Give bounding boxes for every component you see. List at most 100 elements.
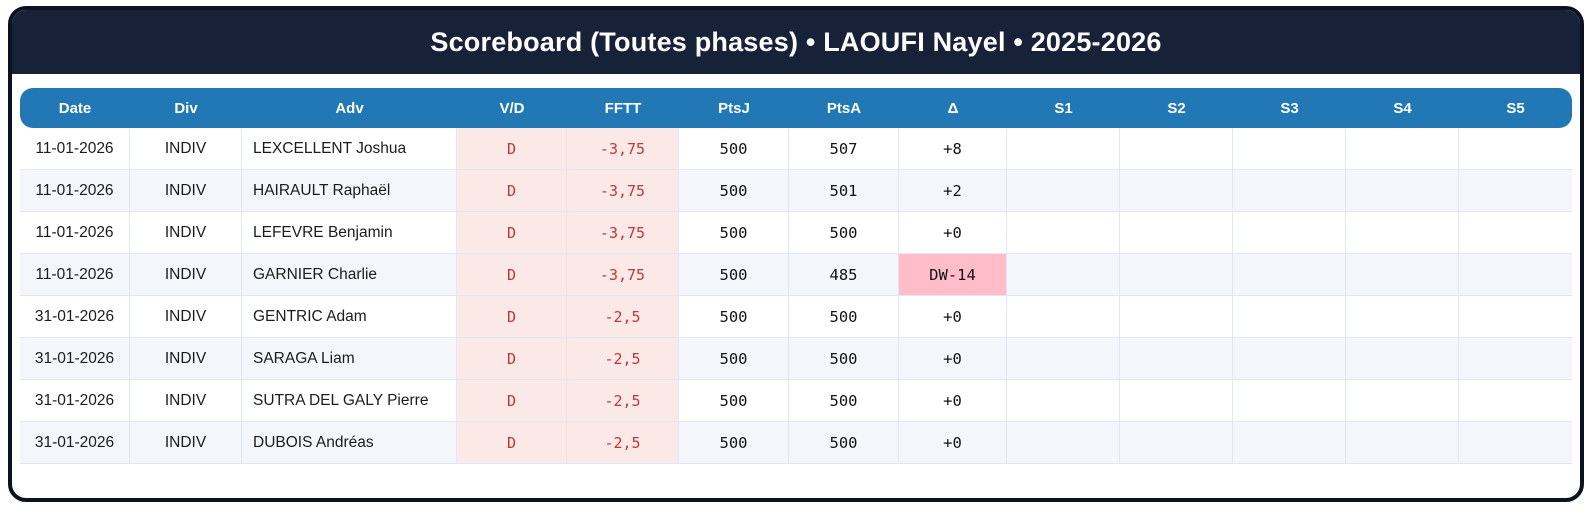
set1-cell — [1007, 380, 1120, 422]
date-cell: 31-01-2026 — [20, 422, 130, 464]
score-table: Date Div Adv V/D FFTT PtsJ PtsA Δ S1 S2 … — [20, 88, 1572, 464]
set2-cell — [1120, 422, 1233, 464]
ptsj-cell: 500 — [679, 128, 789, 170]
set2-cell — [1120, 338, 1233, 380]
set4-cell — [1346, 254, 1459, 296]
date-cell: 11-01-2026 — [20, 170, 130, 212]
date-cell: 11-01-2026 — [20, 128, 130, 170]
ptsa-cell: 507 — [789, 128, 899, 170]
col-header-adv: Adv — [242, 88, 457, 128]
table-row: 31-01-2026 INDIV SARAGA Liam D -2,5 500 … — [20, 338, 1572, 380]
set4-cell — [1346, 380, 1459, 422]
set5-cell — [1459, 338, 1572, 380]
fftt-cell: -2,5 — [567, 422, 679, 464]
set3-cell — [1233, 170, 1346, 212]
set5-cell — [1459, 128, 1572, 170]
page-title: Scoreboard (Toutes phases) • LAOUFI Naye… — [430, 26, 1162, 57]
col-header-date: Date — [20, 88, 130, 128]
table-row: 31-01-2026 INDIV SUTRA DEL GALY Pierre D… — [20, 380, 1572, 422]
fftt-cell: -2,5 — [567, 380, 679, 422]
opponent-cell: GENTRIC Adam — [242, 296, 457, 338]
set3-cell — [1233, 338, 1346, 380]
title-bar: Scoreboard (Toutes phases) • LAOUFI Naye… — [12, 10, 1580, 74]
set1-cell — [1007, 128, 1120, 170]
table-row: 11-01-2026 INDIV LEXCELLENT Joshua D -3,… — [20, 128, 1572, 170]
win-loss-cell: D — [457, 212, 567, 254]
ptsj-cell: 500 — [679, 212, 789, 254]
table-row: 11-01-2026 INDIV LEFEVRE Benjamin D -3,7… — [20, 212, 1572, 254]
division-cell: INDIV — [130, 128, 242, 170]
ptsa-cell: 500 — [789, 380, 899, 422]
division-cell: INDIV — [130, 422, 242, 464]
col-header-ptsa: PtsA — [789, 88, 899, 128]
ptsj-cell: 500 — [679, 296, 789, 338]
table-row: 31-01-2026 INDIV DUBOIS Andréas D -2,5 5… — [20, 422, 1572, 464]
set4-cell — [1346, 296, 1459, 338]
delta-cell: +2 — [899, 170, 1007, 212]
opponent-cell: SARAGA Liam — [242, 338, 457, 380]
division-cell: INDIV — [130, 170, 242, 212]
division-cell: INDIV — [130, 212, 242, 254]
set1-cell — [1007, 338, 1120, 380]
date-cell: 11-01-2026 — [20, 212, 130, 254]
delta-cell: DW-14 — [899, 254, 1007, 296]
delta-cell: +0 — [899, 296, 1007, 338]
score-table-container: Date Div Adv V/D FFTT PtsJ PtsA Δ S1 S2 … — [12, 74, 1580, 464]
set4-cell — [1346, 212, 1459, 254]
opponent-cell: GARNIER Charlie — [242, 254, 457, 296]
ptsa-cell: 501 — [789, 170, 899, 212]
table-row: 11-01-2026 INDIV HAIRAULT Raphaël D -3,7… — [20, 170, 1572, 212]
set3-cell — [1233, 254, 1346, 296]
col-header-s2: S2 — [1120, 88, 1233, 128]
fftt-cell: -3,75 — [567, 128, 679, 170]
set3-cell — [1233, 296, 1346, 338]
ptsj-cell: 500 — [679, 422, 789, 464]
col-header-div: Div — [130, 88, 242, 128]
win-loss-cell: D — [457, 338, 567, 380]
fftt-cell: -3,75 — [567, 254, 679, 296]
ptsa-cell: 500 — [789, 212, 899, 254]
table-header: Date Div Adv V/D FFTT PtsJ PtsA Δ S1 S2 … — [20, 88, 1572, 128]
delta-cell: +0 — [899, 212, 1007, 254]
opponent-cell: DUBOIS Andréas — [242, 422, 457, 464]
date-cell: 31-01-2026 — [20, 380, 130, 422]
fftt-cell: -3,75 — [567, 170, 679, 212]
delta-cell: +0 — [899, 338, 1007, 380]
col-header-s1: S1 — [1007, 88, 1120, 128]
col-header-s5: S5 — [1459, 88, 1572, 128]
ptsj-cell: 500 — [679, 254, 789, 296]
set5-cell — [1459, 296, 1572, 338]
col-header-s3: S3 — [1233, 88, 1346, 128]
opponent-cell: LEXCELLENT Joshua — [242, 128, 457, 170]
set3-cell — [1233, 128, 1346, 170]
opponent-cell: SUTRA DEL GALY Pierre — [242, 380, 457, 422]
delta-cell: +0 — [899, 380, 1007, 422]
ptsa-cell: 485 — [789, 254, 899, 296]
set4-cell — [1346, 170, 1459, 212]
table-body: 11-01-2026 INDIV LEXCELLENT Joshua D -3,… — [20, 128, 1572, 464]
set5-cell — [1459, 212, 1572, 254]
set1-cell — [1007, 296, 1120, 338]
opponent-cell: HAIRAULT Raphaël — [242, 170, 457, 212]
fftt-cell: -3,75 — [567, 212, 679, 254]
win-loss-cell: D — [457, 380, 567, 422]
delta-cell: +0 — [899, 422, 1007, 464]
opponent-cell: LEFEVRE Benjamin — [242, 212, 457, 254]
ptsj-cell: 500 — [679, 170, 789, 212]
col-header-fftt: FFTT — [567, 88, 679, 128]
set5-cell — [1459, 380, 1572, 422]
set3-cell — [1233, 422, 1346, 464]
division-cell: INDIV — [130, 338, 242, 380]
set2-cell — [1120, 212, 1233, 254]
fftt-cell: -2,5 — [567, 296, 679, 338]
fftt-cell: -2,5 — [567, 338, 679, 380]
set4-cell — [1346, 338, 1459, 380]
col-header-vd: V/D — [457, 88, 567, 128]
set1-cell — [1007, 212, 1120, 254]
ptsa-cell: 500 — [789, 296, 899, 338]
set2-cell — [1120, 128, 1233, 170]
win-loss-cell: D — [457, 170, 567, 212]
col-header-s4: S4 — [1346, 88, 1459, 128]
win-loss-cell: D — [457, 296, 567, 338]
set1-cell — [1007, 254, 1120, 296]
